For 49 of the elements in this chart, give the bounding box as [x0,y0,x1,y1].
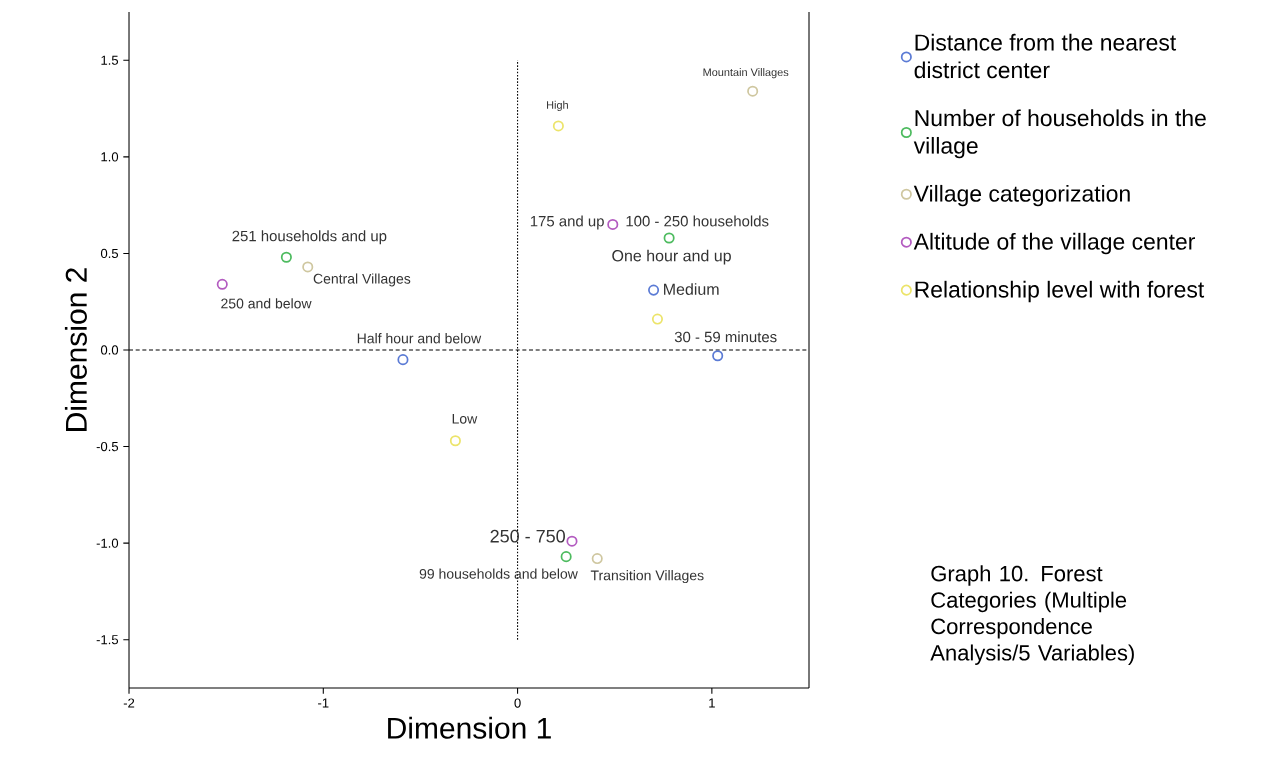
point [397,354,409,366]
y-tick-label: 0.0 [100,345,119,355]
point [747,85,759,97]
x-tick-label: 1 [709,698,715,708]
y-axis-title: Dimension 2 [64,268,87,431]
annotation: Transition Villages [590,570,704,584]
legend-label: Relationship level with forest [915,280,1205,303]
annotation: 175 and up [530,215,604,230]
point [651,313,663,325]
annotation: Half hour and below [357,333,482,344]
x-axis-title: Dimension 1 [388,716,551,739]
annotation: Mountain Villages [703,68,789,79]
point [591,553,603,565]
annotation: 251 households and up [232,230,387,245]
legend-label: Village categorization [913,184,1130,207]
y-tick-label: -0.5 [96,441,119,452]
y-tick-label: 1.0 [101,152,119,162]
legend-label: Altitude of the village center [913,232,1195,255]
y-tick-label: -1.5 [96,635,119,645]
annotation: One hour and up [612,249,731,265]
legend-label: Number of households in the village [913,109,1206,159]
point [712,350,724,362]
annotation: High [547,100,568,112]
annotation: Low [452,413,478,424]
annotation: 30 - 59 minutes [674,331,777,343]
point [607,218,619,230]
y-tick-label: 0.5 [100,248,119,259]
legend-label: Distance from the nearest district center [914,33,1177,79]
point [216,278,228,290]
annotation: 99 households and below [419,568,578,579]
point [566,535,578,547]
annotation: 250 - 750 [490,529,565,543]
point [648,284,660,296]
point [302,261,314,273]
x-tick-label: -2 [123,698,135,708]
point [560,551,572,563]
y-tick-label: 1.5 [101,55,119,65]
x-tick-label: 0 [514,698,521,708]
annotation: 250 and below [221,298,312,309]
annotation: Medium [664,283,719,295]
point [280,251,292,263]
caption: Graph 10. Forest Categories (Multiple Correspondence Analysis/5 Variables) [930,565,1134,665]
y-tick-label: -1.0 [96,538,119,548]
point [552,120,564,132]
point [663,232,675,244]
annotation: 100 - 250 households [626,215,769,227]
annotation: Central Villages [313,273,411,287]
x-tick-label: -1 [318,698,329,708]
point [449,435,461,447]
